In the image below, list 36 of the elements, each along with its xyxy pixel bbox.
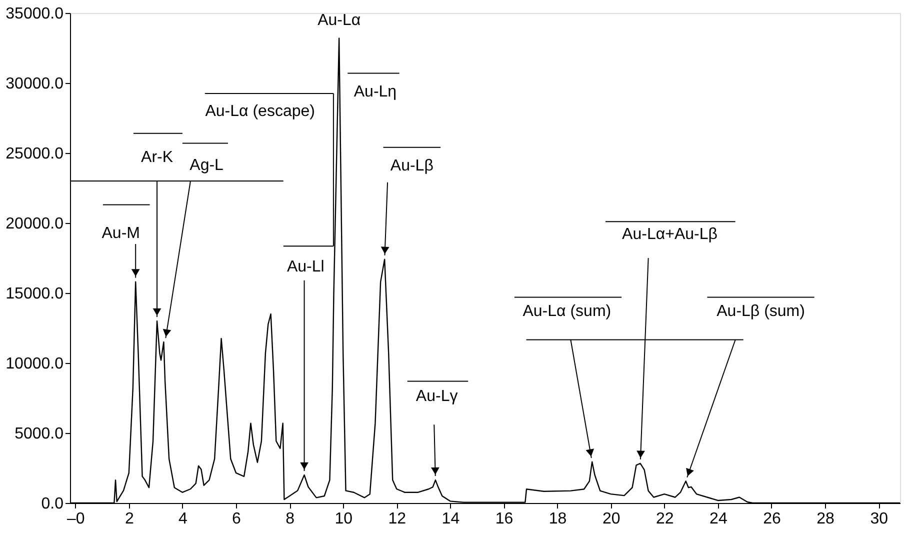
annotation: Au-Lβ (sum): [716, 303, 805, 320]
x-tick-label: 10: [334, 510, 353, 528]
y-tick-label: 0.0: [41, 496, 64, 512]
x-tick-label: 26: [763, 510, 781, 528]
x-tick-label: 12: [388, 510, 406, 528]
x-tick-label: 14: [442, 510, 460, 528]
x-tick-label: 4: [178, 510, 188, 528]
x-tick-label: 30: [870, 510, 888, 528]
annotation: Au-Lα (sum): [522, 303, 612, 320]
y-tick-label: 20000.0: [6, 216, 64, 232]
annotation: Au-Lβ: [390, 158, 434, 175]
x-tick-label: 2: [124, 510, 134, 528]
annotation: Ar-K: [141, 149, 174, 166]
x-tick-label: 16: [495, 510, 514, 528]
annotation: Ag-L: [190, 156, 224, 174]
x-tick-label: 8: [286, 510, 295, 528]
y-tick-label: 5000.0: [14, 426, 64, 442]
x-tick-label: 28: [816, 510, 835, 528]
y-tick-label: 35000.0: [6, 6, 64, 22]
annotation: Au-M: [102, 224, 140, 242]
x-tick-label: 22: [656, 510, 674, 528]
x-tick-label: –0: [66, 510, 85, 528]
x-tick-label: 18: [548, 510, 567, 528]
annotation: Au-Ll: [286, 258, 324, 276]
annotation: Au-Lα+Au-Lβ: [622, 226, 718, 244]
x-tick-label: 6: [232, 510, 242, 528]
annotation: Au-Lη: [354, 83, 397, 100]
y-tick-label: 30000.0: [6, 76, 64, 92]
y-tick-label: 15000.0: [6, 286, 64, 302]
y-tick-label: 25000.0: [6, 146, 64, 162]
x-tick-label: 20: [602, 510, 620, 528]
annotation: Au-Lγ: [416, 388, 458, 405]
x-tick-label: 24: [710, 510, 728, 528]
annotation: Au-Lα (escape): [205, 103, 315, 120]
annotation: Au-Lα: [318, 12, 361, 30]
y-tick-label: 10000.0: [6, 356, 64, 372]
